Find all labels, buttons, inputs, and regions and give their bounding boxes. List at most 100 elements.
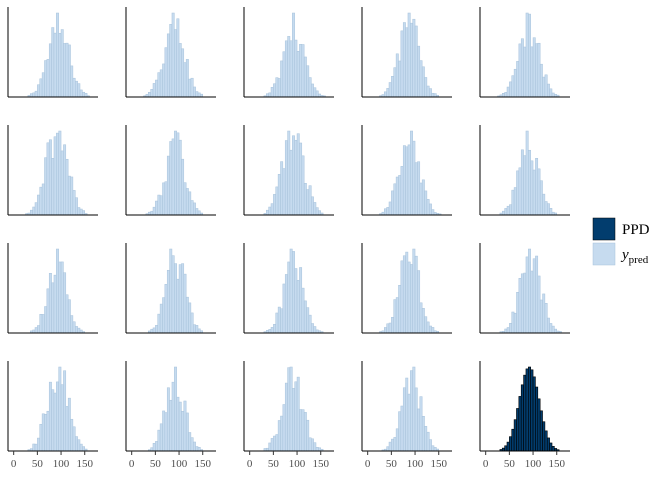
histogram-bar: [280, 161, 284, 216]
histogram-bar: [60, 150, 64, 216]
histogram-bar: [315, 90, 319, 98]
histogram-bar: [410, 22, 413, 98]
histogram-bar: [79, 89, 83, 98]
histogram-bar: [51, 27, 55, 98]
histogram-bar: [299, 267, 303, 334]
histogram-bar: [82, 91, 85, 98]
x-tick-label: 0: [129, 458, 135, 470]
histogram-bar: [429, 325, 432, 334]
histogram-bar: [419, 302, 423, 334]
histogram-bar: [277, 78, 281, 98]
histogram-bar: [294, 268, 298, 334]
histogram-bar: [400, 166, 404, 216]
histogram-bar: [509, 204, 512, 216]
histogram-bar: [551, 325, 555, 334]
histogram-bar: [539, 180, 543, 216]
facet-panel: 0 50 100 150: [243, 361, 334, 470]
histogram-bar: [407, 144, 411, 216]
histogram-bar: [318, 210, 321, 216]
histogram-bar: [433, 93, 437, 98]
facet-panel: [125, 125, 216, 216]
histogram-bar: [289, 248, 293, 334]
histogram-bar: [544, 430, 548, 452]
histogram-bar: [306, 307, 310, 334]
histogram-bar: [532, 258, 536, 334]
histogram-bar: [532, 37, 536, 98]
histogram-bar: [301, 155, 305, 216]
histogram-bar: [39, 186, 43, 216]
histogram-bar: [551, 92, 555, 98]
histogram-bar: [294, 381, 298, 452]
histogram-bar: [303, 56, 307, 98]
x-tick-label: 150: [548, 458, 565, 470]
facet-panel: [479, 243, 570, 334]
histogram-bar: [311, 196, 314, 216]
histogram-bar: [51, 389, 55, 452]
histogram-bar: [77, 327, 81, 334]
histogram-bar: [159, 303, 163, 334]
histogram-bar: [77, 83, 81, 98]
histogram-bar: [275, 77, 279, 98]
histogram-bar: [82, 210, 85, 216]
histogram-bar: [303, 183, 307, 216]
histogram-bar: [549, 208, 553, 216]
histogram-bar: [169, 248, 173, 334]
histogram-bar: [171, 255, 175, 334]
histogram-bar: [273, 194, 276, 216]
histogram-bar: [520, 149, 524, 216]
histogram-bar: [292, 12, 295, 98]
histogram-bar: [67, 44, 71, 98]
histogram-bar: [391, 438, 394, 452]
histogram-bar: [405, 251, 409, 334]
histogram-bar: [407, 393, 411, 452]
histogram-bar: [386, 446, 390, 452]
histogram-bar: [266, 209, 269, 216]
x-tick-label: 100: [407, 458, 424, 470]
histogram-bar: [398, 175, 402, 216]
histogram-bar: [410, 264, 413, 334]
histogram-bar: [152, 327, 156, 334]
histogram-bar: [424, 77, 428, 98]
legend-label-ppd: PPD: [622, 222, 650, 238]
histogram-bar: [275, 186, 279, 216]
histogram-bar: [284, 40, 288, 98]
x-tick-label: 150: [194, 458, 211, 470]
facet-panel: [7, 243, 98, 334]
histogram-bar: [51, 282, 55, 334]
histogram-bar: [195, 208, 199, 216]
histogram-bar: [424, 190, 428, 216]
histogram-bar: [520, 384, 524, 452]
histogram-bar: [70, 418, 74, 452]
facet-panel: [361, 125, 452, 216]
histogram-bar: [63, 43, 67, 98]
histogram-bar: [164, 47, 168, 98]
histogram-bar: [169, 399, 173, 452]
histogram-bar: [79, 208, 83, 216]
histogram-bar: [174, 366, 177, 452]
histogram-bar: [544, 201, 548, 216]
histogram-bar: [188, 302, 192, 334]
histogram-bar: [166, 387, 170, 452]
histogram-bar: [502, 210, 505, 216]
histogram-bar: [60, 29, 64, 98]
histogram-bar: [72, 190, 76, 216]
histogram-bar: [195, 446, 199, 452]
histogram-bar: [414, 25, 418, 98]
histogram-bar: [532, 169, 536, 216]
histogram-bar: [197, 210, 201, 216]
histogram-bar: [176, 132, 180, 216]
histogram-bar: [41, 72, 45, 98]
histogram-bar: [39, 314, 43, 334]
histogram-bar: [393, 437, 397, 452]
histogram-bar: [72, 77, 76, 98]
histogram-bar: [294, 39, 298, 98]
facet-panel: [361, 7, 452, 98]
histogram-bar: [44, 306, 48, 334]
histogram-bar: [296, 376, 300, 452]
histogram-bar: [528, 149, 531, 216]
histogram-bar: [32, 443, 36, 452]
histogram-bar: [388, 322, 392, 334]
histogram-bar: [181, 263, 185, 334]
histogram-bar: [188, 78, 192, 98]
histogram-bar: [502, 93, 505, 98]
